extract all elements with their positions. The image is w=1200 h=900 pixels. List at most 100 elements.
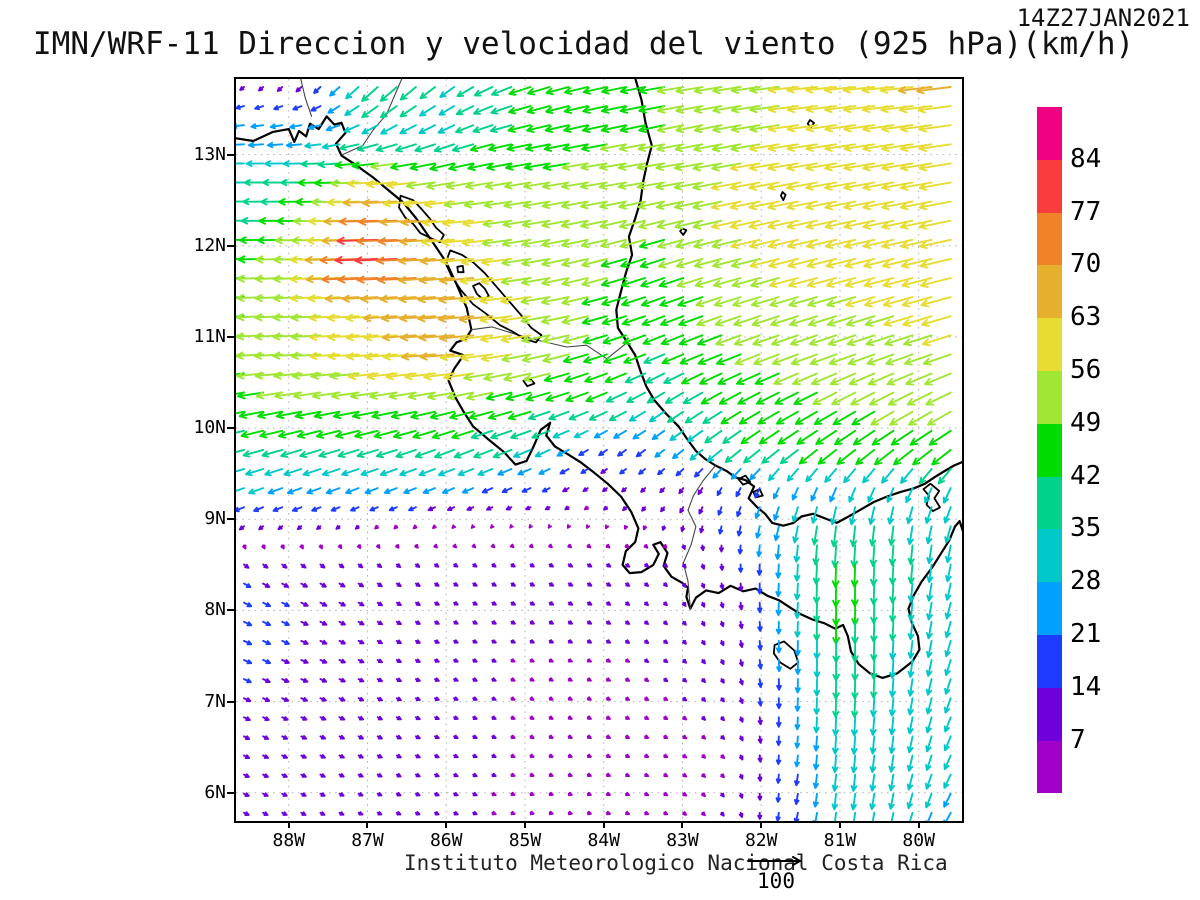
wind-arrow (761, 448, 780, 464)
wind-arrow (773, 525, 780, 542)
wind-arrow (313, 410, 341, 420)
wind-arrow (236, 162, 245, 165)
lon-tick-mark (445, 821, 448, 828)
wind-arrow (335, 429, 360, 439)
wind-arrow (481, 487, 494, 494)
wind-arrow (307, 124, 322, 131)
wind-arrow (357, 715, 365, 721)
wind-arrow (737, 544, 743, 555)
wind-arrow (337, 448, 360, 458)
wind-arrow (412, 524, 418, 530)
wind-arrow (236, 487, 245, 492)
wind-arrow (482, 219, 513, 228)
lon-tick-label: 86W (429, 830, 463, 851)
wind-arrow (242, 198, 265, 206)
wind-arrow (906, 735, 914, 754)
wind-arrow (319, 792, 326, 797)
wind-arrow (529, 639, 535, 644)
wind-arrow (619, 124, 647, 134)
wind-arrow (338, 773, 345, 778)
lat-tick-label: 12N (193, 234, 226, 256)
wind-arrow (889, 620, 897, 642)
colorbar-segment (1037, 740, 1062, 794)
lat-tick-mark (227, 700, 234, 703)
wind-arrow (663, 620, 668, 626)
wind-arrow (566, 524, 572, 529)
wind-arrow (548, 696, 554, 701)
wind-arrow (810, 506, 818, 524)
wind-arrow (376, 601, 383, 607)
wind-arrow (319, 696, 327, 702)
wind-arrow (375, 544, 381, 549)
wind-arrow (419, 256, 456, 266)
wind-arrow (258, 525, 265, 531)
valid-time-label: 14Z27JAN2021 (1016, 4, 1190, 32)
wind-arrow (793, 811, 800, 821)
wind-arrow (582, 487, 589, 493)
wind-arrow (338, 811, 345, 816)
wind-arrow (622, 334, 647, 345)
lat-tick-label: 8N (204, 599, 226, 621)
wind-arrow (644, 753, 650, 758)
wind-arrow (243, 754, 251, 759)
wind-arrow (488, 143, 513, 152)
wind-arrow (236, 143, 245, 146)
wind-arrow (541, 487, 551, 493)
wind-arrow (733, 334, 761, 346)
wind-arrow (361, 124, 379, 135)
wind-arrow (867, 372, 895, 386)
wind-arrow (812, 391, 838, 406)
wind-arrow (787, 277, 818, 288)
wind-arrow (262, 639, 272, 646)
wind-arrow (754, 506, 761, 519)
wind-arrow (775, 582, 782, 598)
wind-arrow (422, 487, 436, 495)
wind-arrow (434, 811, 440, 816)
wind-arrow (399, 86, 417, 101)
wind-arrow (900, 468, 914, 484)
wind-arrow (463, 372, 494, 382)
wind-arrow (580, 468, 589, 475)
wind-arrow (674, 219, 704, 230)
wind-arrow (662, 544, 668, 549)
wind-arrow (888, 792, 895, 810)
wind-arrow (434, 753, 440, 759)
wind-arrow (738, 811, 744, 818)
wind-arrow (429, 410, 456, 420)
wind-arrow (354, 524, 360, 530)
wind-arrow (682, 772, 688, 778)
wind-arrow (376, 811, 383, 816)
wind-arrow (319, 658, 328, 664)
wind-arrow (257, 410, 284, 420)
wind-arrow (360, 294, 398, 303)
wind-arrow (603, 353, 627, 364)
wind-arrow (733, 315, 761, 327)
wind-arrow (829, 506, 838, 526)
wind-arrow (379, 86, 398, 102)
lat-tick-label: 10N (193, 417, 226, 439)
wind-arrow (862, 238, 895, 250)
wind-arrow (379, 468, 398, 477)
wind-arrow (906, 773, 914, 791)
wind-arrow (888, 735, 896, 755)
wind-arrow (600, 257, 627, 268)
wind-arrow (722, 429, 742, 444)
wind-arrow (434, 639, 440, 644)
wind-arrow (584, 372, 608, 384)
wind-arrow (439, 276, 475, 285)
wind-arrow (775, 601, 782, 616)
wind-arrow (750, 277, 780, 288)
wind-arrow (789, 315, 818, 327)
wind-arrow (863, 257, 895, 269)
wind-arrow (262, 601, 272, 608)
wind-arrow (357, 734, 364, 740)
wind-arrow (674, 143, 704, 153)
wind-arrow (434, 620, 440, 625)
wind-arrow (471, 543, 477, 549)
wind-arrow (581, 315, 608, 326)
wind-arrow (628, 410, 647, 422)
wind-arrow (637, 200, 666, 210)
wind-arrow (262, 735, 270, 740)
wind-arrow (679, 506, 685, 514)
wind-arrow (399, 468, 417, 477)
